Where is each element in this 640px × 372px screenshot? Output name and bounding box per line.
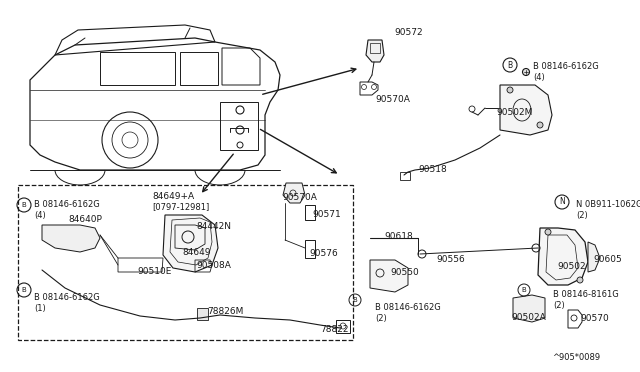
Circle shape	[537, 122, 543, 128]
Text: (4): (4)	[34, 211, 45, 220]
Text: 90510E: 90510E	[137, 267, 172, 276]
Text: 90508A: 90508A	[196, 261, 231, 270]
Text: (2): (2)	[375, 314, 387, 323]
Polygon shape	[370, 260, 408, 292]
Text: (1): (1)	[34, 304, 45, 313]
Circle shape	[237, 142, 243, 148]
Text: (4): (4)	[533, 73, 545, 82]
Text: 90518: 90518	[418, 165, 447, 174]
Text: N 0B911-1062G: N 0B911-1062G	[576, 200, 640, 209]
Text: (2): (2)	[553, 301, 564, 310]
Polygon shape	[283, 183, 305, 203]
Text: 90571: 90571	[312, 210, 340, 219]
Polygon shape	[588, 242, 600, 272]
Circle shape	[577, 277, 583, 283]
Polygon shape	[513, 295, 545, 322]
Text: 90550: 90550	[390, 268, 419, 277]
Circle shape	[236, 126, 244, 134]
Polygon shape	[500, 85, 552, 135]
Text: 90502: 90502	[557, 262, 586, 271]
Circle shape	[507, 87, 513, 93]
Polygon shape	[366, 40, 384, 62]
Text: N: N	[559, 198, 565, 206]
Text: B 08146-6162G: B 08146-6162G	[533, 62, 599, 71]
Text: 90556: 90556	[436, 255, 465, 264]
Text: 90572: 90572	[394, 28, 422, 37]
Polygon shape	[163, 215, 218, 272]
Circle shape	[236, 106, 244, 114]
Text: B: B	[22, 202, 26, 208]
Bar	[18, 185, 353, 340]
Circle shape	[545, 229, 551, 235]
Text: 84649+A: 84649+A	[152, 192, 194, 201]
Text: B 08146-6162G: B 08146-6162G	[34, 293, 100, 302]
Text: [0797-12981]: [0797-12981]	[152, 202, 209, 211]
Text: B: B	[353, 297, 357, 303]
Text: 90570: 90570	[580, 314, 609, 323]
Text: 78826M: 78826M	[207, 307, 243, 316]
Text: B: B	[22, 287, 26, 293]
Text: B 08146-8161G: B 08146-8161G	[553, 290, 619, 299]
Text: 84442N: 84442N	[196, 222, 231, 231]
Text: (2): (2)	[576, 211, 588, 220]
Text: 78822: 78822	[320, 325, 349, 334]
Text: 90618: 90618	[384, 232, 413, 241]
Text: 90576: 90576	[309, 249, 338, 258]
Text: 90570A: 90570A	[375, 95, 410, 104]
Polygon shape	[197, 308, 208, 320]
Text: B 08146-6162G: B 08146-6162G	[375, 303, 441, 312]
Circle shape	[522, 68, 529, 76]
Text: B: B	[522, 287, 526, 293]
Text: ^905*0089: ^905*0089	[552, 353, 600, 362]
Text: 84640P: 84640P	[68, 215, 102, 224]
Text: 90605: 90605	[593, 255, 621, 264]
Text: 90502M: 90502M	[496, 108, 532, 117]
Text: B: B	[508, 61, 513, 70]
Polygon shape	[42, 225, 100, 252]
Text: 90570A: 90570A	[282, 193, 317, 202]
Text: B 08146-6162G: B 08146-6162G	[34, 200, 100, 209]
Polygon shape	[538, 228, 588, 285]
Text: 84649: 84649	[182, 248, 211, 257]
Text: 90502A: 90502A	[511, 313, 546, 322]
